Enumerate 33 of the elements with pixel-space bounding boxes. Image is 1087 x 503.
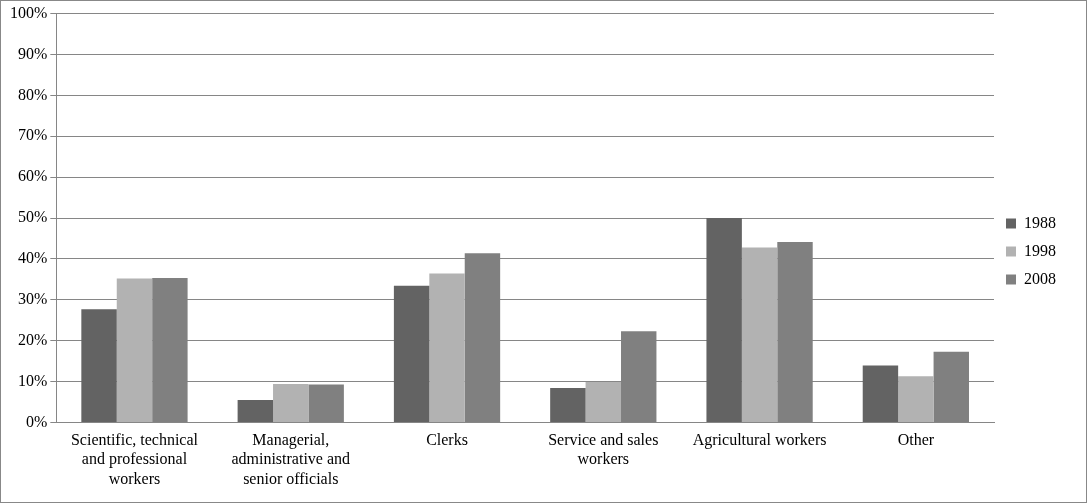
legend-label: 1988 <box>1024 213 1056 231</box>
bar <box>585 381 622 422</box>
bar <box>706 218 742 422</box>
y-tick-label: 20% <box>18 330 48 348</box>
x-tick-label: Other <box>897 431 935 449</box>
legend-label: 2008 <box>1024 269 1056 287</box>
bar <box>81 309 117 422</box>
y-tick-label: 70% <box>18 126 48 144</box>
x-tick-label: Service and sales workers <box>548 431 659 468</box>
bar <box>237 399 274 422</box>
y-tick-label: 10% <box>18 371 48 389</box>
x-tick-label: Scientific, technical and professional workers <box>70 431 199 487</box>
bar <box>550 388 586 422</box>
bar <box>741 247 778 422</box>
bar <box>273 383 309 422</box>
x-tick-label: Agricultural workers <box>692 431 827 450</box>
y-tick-label: 100% <box>10 3 48 21</box>
bar <box>898 376 934 422</box>
bar <box>393 285 430 422</box>
y-tick-label: 0% <box>26 412 48 430</box>
y-tick-label: 40% <box>18 249 48 267</box>
bar <box>862 365 899 422</box>
y-tick-label: 60% <box>18 167 48 185</box>
bar <box>308 384 344 422</box>
y-tick-label: 80% <box>18 85 48 103</box>
bar <box>429 273 465 422</box>
legend-label: 1998 <box>1024 241 1056 259</box>
y-tick-label: 90% <box>18 44 48 62</box>
y-tick-label: 30% <box>18 289 48 307</box>
x-tick-label: Managerial, administrative and senior officials <box>231 431 351 487</box>
y-tick-label: 50% <box>18 208 48 226</box>
bar <box>116 278 153 422</box>
x-tick-label: Clerks <box>426 431 468 449</box>
